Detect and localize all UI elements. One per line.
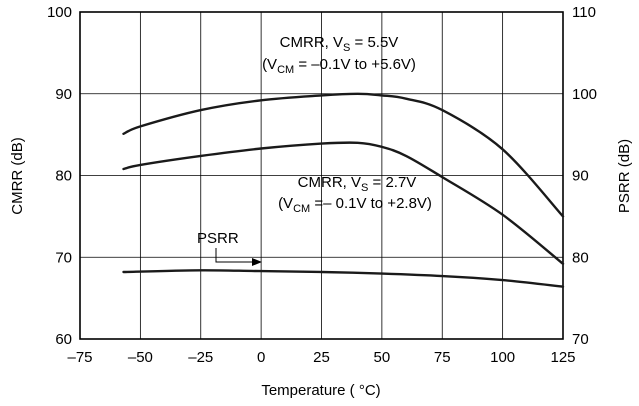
y2-tick-label: 110 [572,4,596,21]
y-tick-label: 60 [55,331,72,348]
x-tick-label: 75 [434,349,451,366]
grid [80,12,563,339]
y2-tick-label: 80 [572,249,589,266]
psrr-arrow [215,248,262,266]
cmrr-2v7-curve [122,141,565,265]
y-tick-label: 100 [47,4,72,21]
cmrr-2v7-label-line1: CMRR, VS = 2.7V [298,174,417,194]
x-tick-label: 125 [550,349,575,366]
cmrr-5v5-label-line2: (VCM = –0.1V to +5.6V) [262,56,416,76]
cmrr-2v7-label-line2: (VCM =– 0.1V to +2.8V) [278,195,432,215]
y2-axis-label: PSRR (dB) [616,139,633,213]
y-tick-label: 70 [55,249,72,266]
x-tick-label: 25 [313,349,330,366]
plot-frame [79,11,564,340]
y2-axis-ticks: 70 80 90 100 110 [572,4,597,348]
cmrr-5v5-label-line1: CMRR, VS = 5.5V [280,34,399,54]
x-tick-label: 0 [257,349,265,366]
y-axis-label: CMRR (dB) [9,137,26,215]
cmrr-5v5-curve [122,92,565,218]
y-tick-label: 90 [55,86,72,103]
y-axis-ticks: 60 70 80 90 100 [47,4,72,348]
y-tick-label: 80 [55,168,72,185]
x-axis-ticks: –75 –50 –25 0 25 50 75 100 125 [67,349,575,366]
x-tick-label: 50 [374,349,391,366]
x-axis-label: Temperature ( °C) [261,382,380,399]
y2-tick-label: 90 [572,168,589,185]
x-tick-label: –75 [67,349,92,366]
y2-tick-label: 100 [572,86,597,103]
x-tick-label: –25 [188,349,213,366]
x-tick-label: –50 [128,349,153,366]
series-layer [122,92,565,288]
x-tick-label: 100 [490,349,515,366]
psrr-curve [122,269,565,288]
y2-tick-label: 70 [572,331,589,348]
psrr-label: PSRR [197,230,239,247]
